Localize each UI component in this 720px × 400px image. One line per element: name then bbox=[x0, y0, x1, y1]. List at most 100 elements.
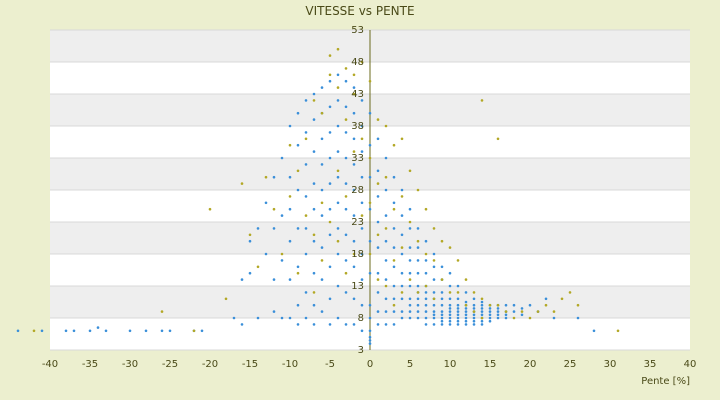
scatter-point-series-1 bbox=[424, 271, 428, 275]
scatter-point-series-1 bbox=[320, 278, 324, 281]
scatter-point-series-1 bbox=[544, 297, 548, 301]
scatter-point-series-1 bbox=[392, 246, 396, 249]
scatter-point-series-2 bbox=[512, 316, 516, 320]
scatter-point-series-2 bbox=[424, 252, 428, 256]
x-tick-label: 30 bbox=[604, 359, 617, 370]
scatter-point-series-1 bbox=[88, 329, 92, 333]
scatter-point-series-1 bbox=[344, 291, 348, 294]
scatter-point-series-1 bbox=[496, 307, 500, 310]
scatter-point-series-1 bbox=[368, 239, 372, 243]
scatter-point-series-1 bbox=[312, 239, 316, 243]
scatter-point-series-1 bbox=[464, 323, 468, 326]
x-tick-label: 15 bbox=[484, 359, 497, 370]
scatter-point-series-1 bbox=[464, 307, 468, 310]
scatter-point-series-1 bbox=[360, 124, 364, 128]
scatter-point-series-2 bbox=[416, 188, 420, 192]
scatter-point-series-1 bbox=[408, 207, 412, 211]
scatter-point-series-1 bbox=[296, 227, 300, 230]
scatter-point-series-2 bbox=[424, 284, 428, 288]
scatter-point-series-1 bbox=[272, 227, 276, 230]
scatter-point-series-1 bbox=[400, 214, 404, 217]
scatter-point-series-1 bbox=[368, 143, 372, 147]
scatter-point-series-1 bbox=[344, 207, 348, 211]
scatter-point-series-1 bbox=[456, 303, 460, 307]
scatter-point-series-1 bbox=[336, 284, 340, 288]
scatter-point-series-1 bbox=[392, 297, 396, 301]
scatter-point-series-1 bbox=[392, 323, 396, 326]
scatter-point-series-1 bbox=[432, 313, 436, 317]
scatter-point-series-2 bbox=[464, 278, 468, 281]
scatter-point-series-1 bbox=[368, 271, 372, 275]
scatter-point-series-2 bbox=[208, 207, 212, 211]
scatter-point-series-1 bbox=[400, 297, 404, 301]
scatter-point-series-1 bbox=[400, 310, 404, 313]
scatter-point-series-1 bbox=[432, 316, 436, 320]
scatter-point-series-2 bbox=[568, 291, 572, 294]
scatter-point-series-1 bbox=[504, 316, 508, 320]
scatter-point-series-1 bbox=[288, 278, 292, 281]
x-tick-label: 40 bbox=[684, 359, 697, 370]
scatter-point-series-2 bbox=[296, 169, 300, 173]
scatter-point-series-2 bbox=[304, 214, 308, 217]
scatter-point-series-1 bbox=[304, 227, 308, 230]
x-tick-label: -5 bbox=[325, 359, 335, 370]
scatter-point-series-1 bbox=[512, 303, 516, 307]
scatter-point-series-1 bbox=[464, 313, 468, 317]
scatter-point-series-1 bbox=[440, 297, 444, 301]
y-tick-label: 53 bbox=[351, 25, 364, 36]
scatter-point-series-2 bbox=[312, 291, 316, 294]
scatter-point-series-2 bbox=[272, 207, 276, 211]
scatter-point-series-1 bbox=[352, 265, 356, 269]
scatter-point-series-1 bbox=[320, 188, 324, 192]
scatter-point-series-1 bbox=[16, 329, 20, 333]
scatter-point-series-1 bbox=[72, 329, 76, 333]
scatter-point-series-1 bbox=[448, 310, 452, 313]
scatter-point-series-1 bbox=[552, 316, 556, 320]
scatter-point-series-1 bbox=[336, 227, 340, 230]
x-tick-label: -35 bbox=[82, 359, 98, 370]
scatter-point-series-2 bbox=[368, 156, 372, 160]
scatter-point-series-2 bbox=[448, 246, 452, 249]
scatter-point-series-1 bbox=[288, 239, 292, 243]
scatter-point-series-2 bbox=[440, 278, 444, 281]
scatter-point-series-1 bbox=[360, 252, 364, 256]
scatter-point-series-2 bbox=[288, 195, 292, 198]
scatter-point-series-2 bbox=[328, 54, 332, 57]
scatter-point-series-1 bbox=[312, 207, 316, 211]
scatter-point-series-1 bbox=[288, 124, 292, 128]
scatter-point-series-1 bbox=[432, 252, 436, 256]
scatter-point-series-1 bbox=[360, 99, 364, 102]
scatter-point-series-1 bbox=[448, 303, 452, 307]
scatter-point-series-1 bbox=[376, 220, 380, 224]
scatter-point-series-2 bbox=[352, 150, 356, 153]
scatter-point-series-1 bbox=[432, 291, 436, 294]
scatter-point-series-2 bbox=[456, 291, 460, 294]
scatter-point-series-2 bbox=[320, 201, 324, 205]
scatter-point-series-1 bbox=[424, 303, 428, 307]
scatter-point-series-1 bbox=[344, 233, 348, 237]
scatter-point-series-1 bbox=[392, 201, 396, 205]
scatter-point-series-1 bbox=[264, 252, 268, 256]
scatter-point-series-1 bbox=[440, 291, 444, 294]
scatter-point-series-1 bbox=[464, 291, 468, 294]
scatter-point-series-1 bbox=[304, 99, 308, 102]
scatter-point-series-1 bbox=[376, 169, 380, 173]
scatter-point-series-2 bbox=[472, 291, 476, 294]
scatter-point-series-1 bbox=[360, 278, 364, 281]
scatter-point-series-1 bbox=[464, 319, 468, 323]
scatter-point-series-1 bbox=[280, 156, 284, 160]
scatter-point-series-2 bbox=[352, 252, 356, 256]
x-tick-label: -25 bbox=[162, 359, 178, 370]
scatter-point-series-2 bbox=[504, 310, 508, 313]
scatter-point-series-1 bbox=[416, 271, 420, 275]
scatter-point-series-1 bbox=[496, 310, 500, 313]
scatter-point-series-2 bbox=[392, 207, 396, 211]
scatter-point-series-1 bbox=[496, 313, 500, 317]
scatter-point-series-1 bbox=[272, 278, 276, 281]
scatter-point-series-2 bbox=[320, 111, 324, 115]
scatter-point-series-1 bbox=[400, 271, 404, 275]
scatter-point-series-1 bbox=[424, 310, 428, 313]
scatter-point-series-1 bbox=[472, 313, 476, 317]
scatter-point-series-1 bbox=[440, 323, 444, 326]
